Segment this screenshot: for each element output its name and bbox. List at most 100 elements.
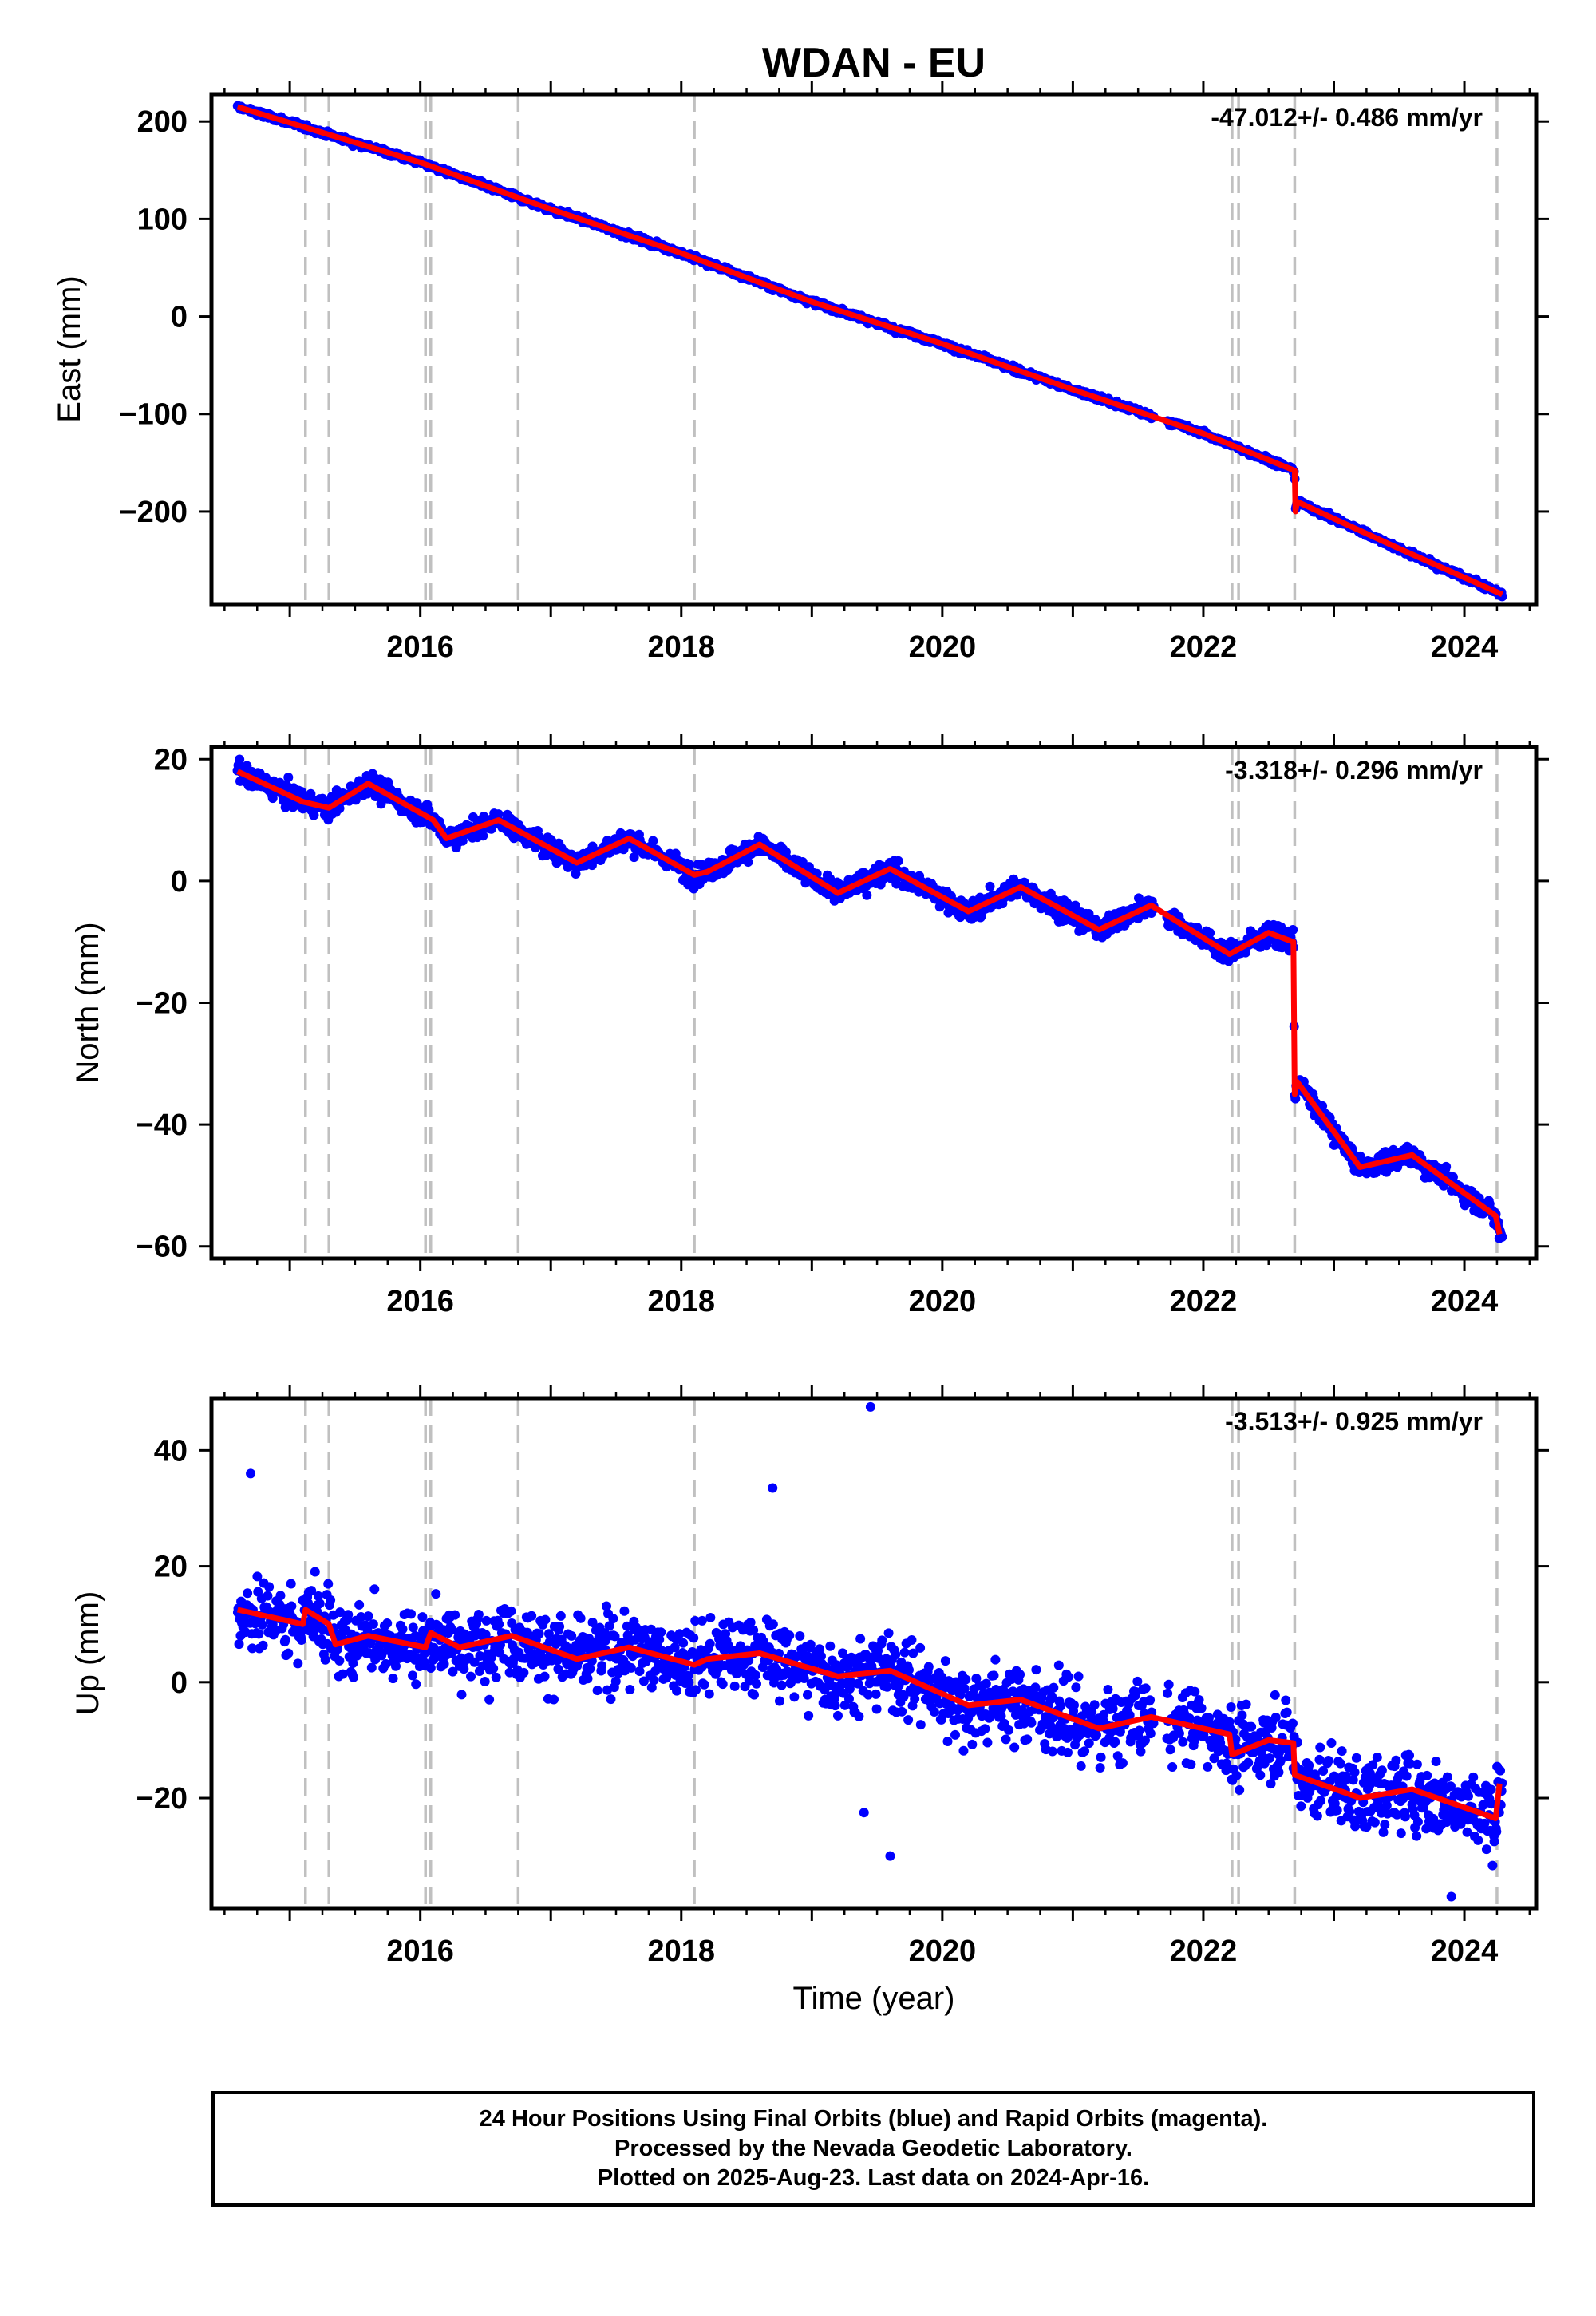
north-data-point — [280, 802, 290, 812]
up-data-point — [243, 1588, 253, 1599]
north-y-tick-label: −40 — [136, 1109, 188, 1142]
east-x-tick-label: 2016 — [386, 630, 454, 664]
north-data-point — [350, 795, 361, 805]
up-data-point — [959, 1683, 970, 1694]
up-data-point — [481, 1615, 492, 1626]
up-data-point — [363, 1611, 373, 1622]
east-x-tick-label: 2020 — [909, 630, 977, 664]
up-data-point — [406, 1609, 417, 1619]
north-x-tick-label: 2020 — [909, 1285, 977, 1318]
up-data-point — [326, 1595, 336, 1605]
up-data-point — [1030, 1682, 1041, 1693]
up-data-point — [348, 1672, 358, 1682]
north-y-axis-label: North (mm) — [70, 922, 105, 1083]
up-data-point — [749, 1625, 759, 1635]
up-data-point — [915, 1720, 926, 1730]
up-data-point — [942, 1737, 953, 1747]
north-data-point — [1090, 915, 1100, 925]
up-data-point — [961, 1674, 971, 1685]
up-data-point — [348, 1658, 358, 1668]
up-data-point — [853, 1678, 863, 1689]
up-data-point — [323, 1579, 334, 1589]
up-data-point — [799, 1673, 809, 1683]
up-data-point — [539, 1671, 550, 1682]
up-data-point — [691, 1685, 701, 1695]
up-data-point — [417, 1612, 428, 1622]
north-data-point — [1205, 927, 1215, 938]
up-data-point — [390, 1661, 401, 1671]
up-data-point — [484, 1694, 495, 1705]
up-data-point — [699, 1679, 709, 1690]
north-data-point — [1361, 1168, 1372, 1179]
north-data-point — [1288, 925, 1298, 935]
up-data-point — [567, 1630, 577, 1641]
up-data-point — [306, 1586, 317, 1596]
up-data-point — [439, 1658, 449, 1669]
up-data-point — [459, 1664, 469, 1674]
up-data-point — [903, 1715, 914, 1725]
up-data-point — [656, 1627, 666, 1638]
up-data-point — [313, 1591, 323, 1601]
up-data-point — [855, 1634, 866, 1644]
up-data-point — [832, 1710, 843, 1721]
up-data-point — [286, 1601, 297, 1611]
up-data-point — [382, 1618, 393, 1629]
up-data-point — [293, 1658, 303, 1669]
up-data-point — [981, 1678, 991, 1689]
up-data-point — [903, 1665, 914, 1675]
north-data-point — [985, 881, 995, 891]
up-data-point — [989, 1670, 999, 1681]
north-data-point — [1441, 1161, 1452, 1172]
up-data-point — [320, 1654, 330, 1665]
up-data-point — [447, 1625, 457, 1635]
up-data-point — [335, 1607, 346, 1618]
north-data-point — [571, 869, 581, 879]
up-data-point — [805, 1639, 816, 1650]
up-data-point — [480, 1676, 490, 1686]
up-data-point — [280, 1634, 290, 1645]
up-data-point — [602, 1601, 612, 1611]
up-data-point — [575, 1613, 586, 1623]
up-data-point — [469, 1657, 480, 1667]
up-data-point — [749, 1690, 759, 1700]
up-data-point — [897, 1706, 907, 1717]
up-data-point — [448, 1666, 458, 1677]
north-data-point — [478, 831, 488, 841]
up-data-point — [247, 1643, 258, 1654]
up-data-point — [466, 1671, 476, 1682]
north-y-tick-label: −60 — [136, 1231, 188, 1264]
north-data-point — [1497, 1231, 1507, 1242]
north-x-tick-label: 2024 — [1431, 1285, 1499, 1318]
up-data-point — [296, 1634, 306, 1645]
up-data-point — [910, 1694, 920, 1704]
east-rate-label: -47.012+/- 0.486 mm/yr — [1211, 103, 1483, 132]
up-data-point — [354, 1599, 365, 1610]
up-data-point — [815, 1644, 825, 1654]
east-data-points — [232, 101, 1507, 602]
east-y-tick-label: −100 — [119, 398, 188, 432]
up-data-point — [592, 1686, 602, 1696]
up-data-point — [343, 1610, 354, 1620]
up-data-points — [232, 1401, 1507, 1902]
up-data-point — [744, 1675, 754, 1686]
up-data-point — [480, 1630, 491, 1640]
up-data-point — [729, 1681, 740, 1691]
up-data-point — [649, 1675, 659, 1686]
east-y-axis-label: East (mm) — [52, 275, 87, 422]
up-data-point — [495, 1640, 505, 1650]
north-y-tick-label: 20 — [154, 743, 188, 777]
up-data-point — [1031, 1665, 1041, 1675]
up-data-point — [540, 1614, 551, 1625]
up-data-point — [883, 1628, 894, 1638]
up-data-point — [252, 1571, 263, 1582]
up-data-point — [431, 1589, 441, 1599]
up-data-point — [310, 1567, 320, 1577]
north-plot-frame — [209, 745, 1539, 1261]
up-data-point — [923, 1662, 934, 1672]
north-data-point — [743, 857, 753, 868]
up-data-point — [478, 1661, 488, 1671]
up-data-point — [473, 1609, 484, 1619]
up-data-point — [891, 1650, 901, 1660]
north-y-tick-label: 0 — [171, 865, 188, 899]
